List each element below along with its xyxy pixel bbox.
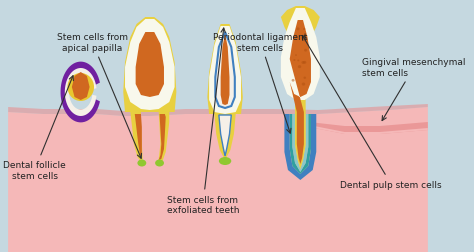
Polygon shape: [281, 9, 320, 101]
Ellipse shape: [219, 158, 231, 165]
Ellipse shape: [303, 40, 306, 42]
Polygon shape: [123, 18, 176, 113]
Polygon shape: [290, 21, 311, 164]
Ellipse shape: [304, 50, 307, 52]
Ellipse shape: [67, 74, 94, 102]
Polygon shape: [219, 115, 231, 156]
Polygon shape: [292, 115, 308, 172]
Ellipse shape: [292, 80, 294, 82]
Polygon shape: [8, 108, 428, 252]
Text: Periodontal ligament
stem cells: Periodontal ligament stem cells: [213, 33, 308, 134]
Polygon shape: [8, 105, 428, 116]
Text: Dental follicle
stem cells: Dental follicle stem cells: [3, 76, 73, 180]
Polygon shape: [61, 62, 100, 123]
Ellipse shape: [301, 38, 304, 40]
Polygon shape: [281, 7, 320, 169]
Ellipse shape: [303, 77, 306, 80]
Ellipse shape: [301, 62, 305, 65]
Polygon shape: [130, 113, 143, 162]
Polygon shape: [136, 33, 164, 98]
Polygon shape: [284, 115, 316, 180]
Text: Dental pulp stem cells: Dental pulp stem cells: [302, 36, 442, 189]
Polygon shape: [215, 33, 235, 109]
Polygon shape: [135, 115, 142, 158]
Ellipse shape: [298, 66, 301, 69]
Polygon shape: [220, 35, 229, 106]
Polygon shape: [290, 115, 311, 174]
Polygon shape: [309, 125, 428, 135]
Polygon shape: [72, 73, 90, 101]
Ellipse shape: [155, 160, 164, 167]
Ellipse shape: [137, 160, 146, 167]
Ellipse shape: [303, 29, 305, 31]
Polygon shape: [309, 122, 428, 135]
Text: Stem cells from
exfoliated teeth: Stem cells from exfoliated teeth: [167, 29, 239, 214]
Ellipse shape: [295, 55, 297, 57]
Text: Stem cells from
apical papilla: Stem cells from apical papilla: [57, 33, 141, 159]
Polygon shape: [157, 113, 169, 162]
Ellipse shape: [303, 62, 306, 65]
Ellipse shape: [296, 28, 300, 31]
Text: Gingival mesenchymal
stem cells: Gingival mesenchymal stem cells: [362, 58, 466, 121]
Polygon shape: [214, 115, 236, 160]
Ellipse shape: [297, 60, 299, 62]
Polygon shape: [159, 115, 166, 160]
Ellipse shape: [293, 60, 295, 62]
Polygon shape: [125, 20, 174, 111]
Polygon shape: [209, 27, 241, 115]
Ellipse shape: [302, 83, 305, 86]
Polygon shape: [65, 69, 97, 116]
Polygon shape: [207, 25, 243, 115]
